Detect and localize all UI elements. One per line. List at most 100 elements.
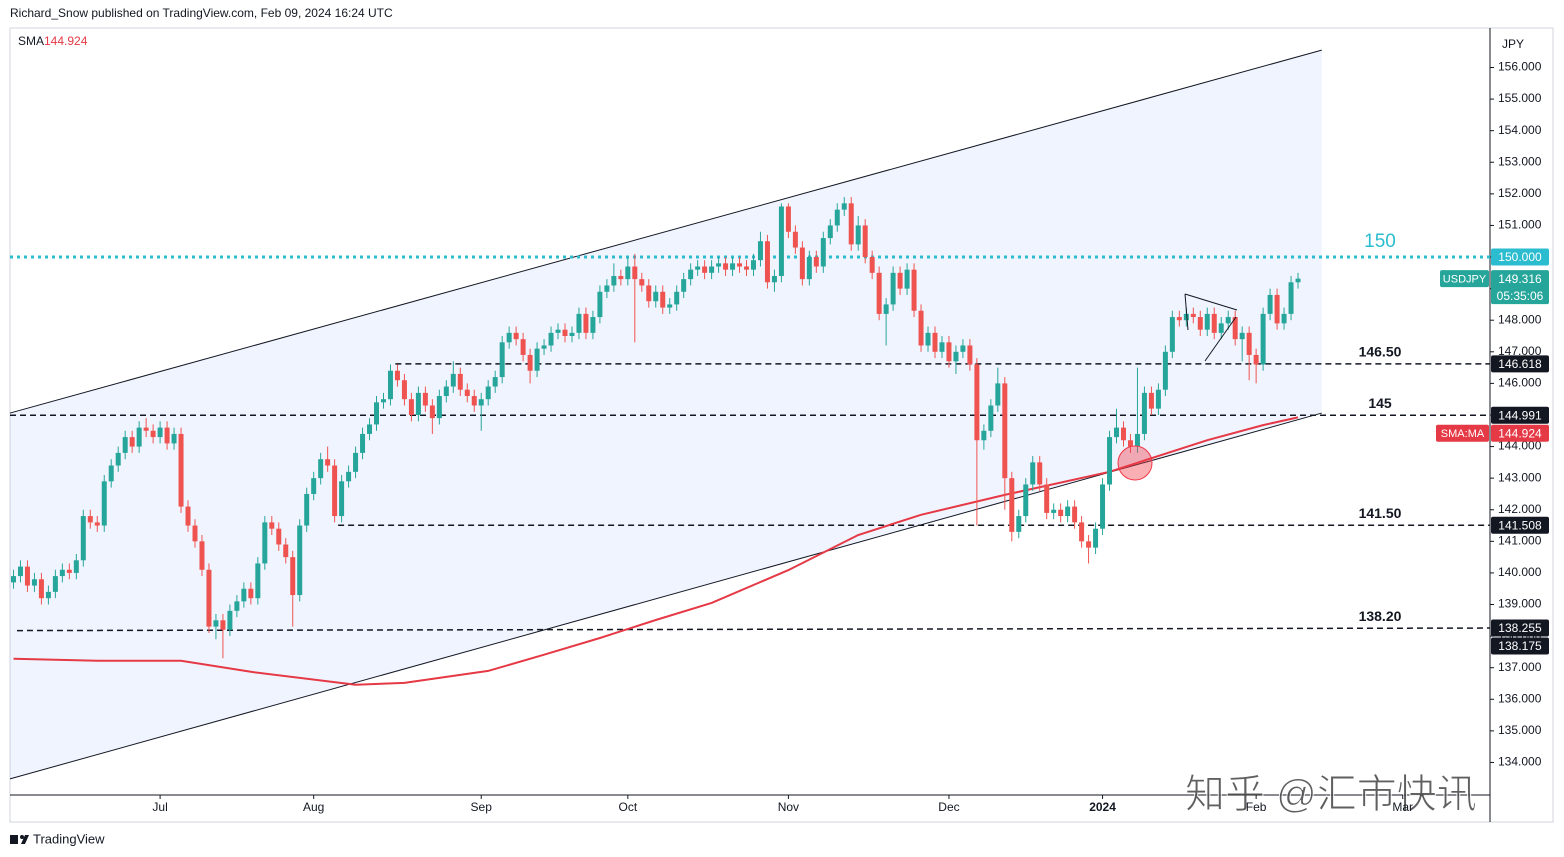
candle-body — [946, 342, 952, 362]
candle-body — [583, 313, 589, 333]
candle-body — [52, 576, 58, 592]
price-tag — [1491, 424, 1549, 442]
candle-body — [38, 579, 44, 599]
candle-body — [1044, 484, 1050, 513]
candle-body — [660, 291, 666, 308]
x-tick-label: Sep — [471, 800, 493, 814]
x-tick-label: 2024 — [1089, 800, 1116, 814]
candle-body — [17, 566, 23, 577]
y-tick-label: 154.000 — [1498, 123, 1542, 137]
candle-body — [967, 345, 973, 365]
candle-body — [1093, 528, 1099, 548]
candle-body — [939, 342, 945, 352]
y-tick-label: 141.000 — [1498, 534, 1542, 548]
x-tick-label: Aug — [303, 800, 324, 814]
y-tick-label: 134.000 — [1498, 755, 1542, 769]
candle-body — [394, 370, 400, 381]
y-tick-label: 151.000 — [1498, 218, 1542, 232]
candle-body — [709, 266, 715, 273]
candle-body — [590, 317, 596, 333]
y-tick-label: 146.000 — [1498, 376, 1542, 390]
candle-body — [346, 471, 352, 482]
indicator-value: 144.924 — [44, 34, 88, 48]
price-tag — [1491, 406, 1549, 424]
candle-body — [757, 241, 763, 261]
candle-body — [911, 269, 917, 311]
candle-body — [799, 247, 805, 280]
candle-body — [890, 272, 896, 305]
candle-body — [150, 430, 156, 438]
level-label: 146.50 — [1359, 344, 1402, 360]
candle-body — [136, 427, 142, 447]
pennant-line — [1184, 293, 1238, 311]
price-tag-label: 144.991 — [1498, 408, 1542, 422]
y-tick-label: 135.000 — [1498, 723, 1542, 737]
candle-body — [764, 241, 770, 283]
y-tick-label: 137.000 — [1498, 660, 1542, 674]
candle-body — [367, 424, 373, 434]
candle-body — [1002, 383, 1008, 479]
candle-body — [213, 620, 219, 627]
candle-body — [597, 291, 603, 318]
candle-body — [171, 433, 177, 444]
candle-body — [1051, 509, 1057, 513]
price-tag — [1491, 355, 1549, 373]
candle-body — [199, 541, 205, 570]
candle-body — [785, 206, 791, 232]
candle-body — [667, 304, 673, 308]
candle-body — [353, 452, 359, 472]
candle-body — [625, 266, 631, 280]
candle-body — [716, 263, 722, 267]
candle-body — [820, 238, 826, 267]
candle-body — [869, 257, 875, 273]
candle-body — [66, 569, 72, 573]
price-tag — [1491, 270, 1549, 305]
candle-body — [848, 203, 854, 245]
candle-body — [1086, 541, 1092, 548]
candle-body — [1218, 323, 1224, 333]
candle-body — [1204, 313, 1210, 330]
candle-body — [541, 345, 547, 349]
candle-body — [436, 396, 442, 419]
candle-body — [1155, 389, 1161, 409]
candle-body — [269, 522, 275, 529]
candle-body — [862, 225, 868, 258]
candle-body — [164, 427, 170, 444]
candle-body — [143, 427, 149, 431]
candle-body — [450, 373, 456, 387]
candle-body — [1107, 437, 1113, 485]
candle-body — [80, 516, 86, 561]
candle-body — [527, 354, 533, 371]
candle-body — [1190, 313, 1196, 318]
candle-body — [1009, 478, 1015, 532]
tv-logo — [10, 835, 29, 844]
y-tick-label: 139.000 — [1498, 597, 1542, 611]
candle-body — [1058, 509, 1064, 517]
candle-body — [45, 591, 51, 599]
candle-body — [73, 560, 79, 573]
candle-body — [520, 339, 526, 355]
symbol-tag-label: USDJPY — [1443, 274, 1487, 286]
y-tick-label: 147.000 — [1498, 344, 1542, 358]
watermark: 知乎 @汇市快讯 — [1185, 773, 1477, 817]
price-tag-label: 138.175 — [1498, 639, 1542, 653]
pennant-line — [1204, 316, 1237, 362]
y-tick-label: 148.000 — [1498, 312, 1542, 326]
highlight-circle — [1117, 445, 1153, 481]
logo-mark — [20, 835, 24, 839]
candle-body — [960, 345, 966, 352]
candle-body — [771, 275, 777, 283]
candle-body — [122, 437, 128, 453]
candle-body — [339, 481, 345, 517]
candle-body — [953, 351, 959, 362]
candle-body — [485, 386, 491, 400]
price-tag-label: 144.924 — [1498, 426, 1542, 440]
logo-mark — [10, 835, 18, 844]
price-tag-label: 149.316 — [1498, 272, 1542, 286]
candle-body — [1274, 294, 1280, 324]
x-tick-label: Mar — [1392, 800, 1413, 814]
candle-body — [981, 430, 987, 441]
candle-body — [220, 620, 226, 630]
channel-line — [9, 49, 1322, 414]
candle-body — [1120, 427, 1126, 441]
